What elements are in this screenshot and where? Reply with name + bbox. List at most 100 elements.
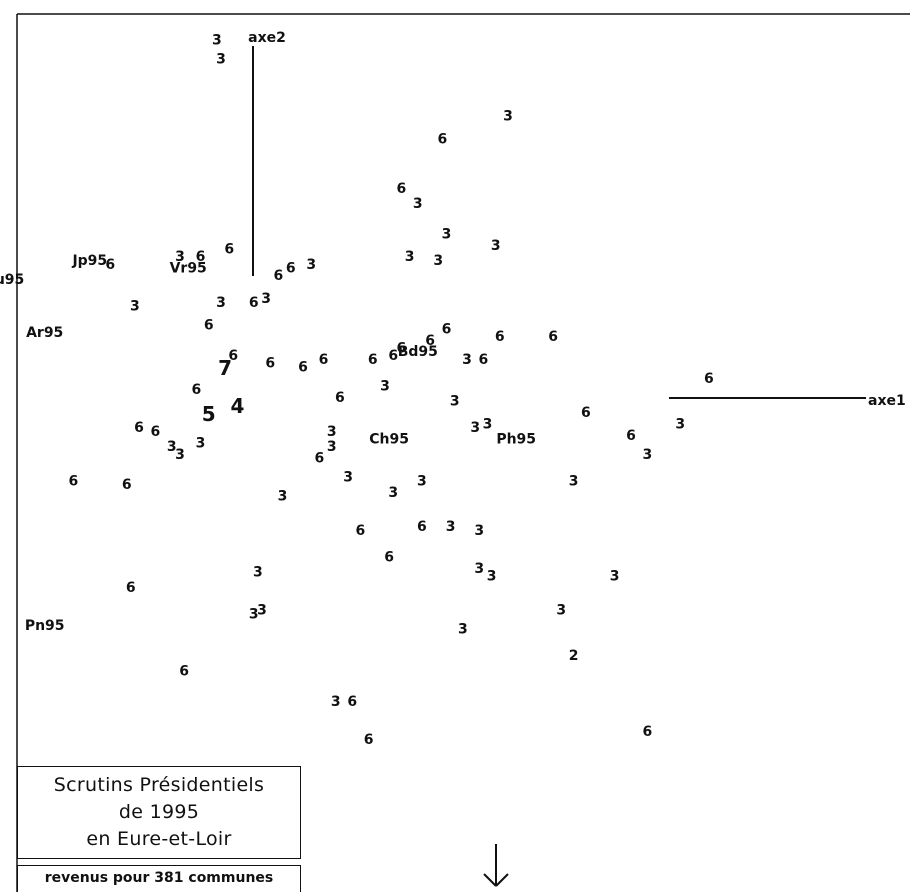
data-point: 3 [643,447,653,463]
candidate-label: Ph95 [496,432,536,448]
data-point: 3 [405,249,415,265]
data-point: 6 [643,724,653,740]
data-point: 3 [446,519,456,535]
data-point: 3 [569,473,579,489]
data-point: 6 [228,348,238,364]
data-point: 3 [556,603,566,619]
data-point: 6 [105,257,115,273]
data-point: 6 [126,580,136,596]
data-point: 3 [413,196,423,212]
data-point: 5 [202,402,216,426]
data-point: 3 [306,257,316,273]
data-point: 3 [610,568,620,584]
data-point: 6 [298,359,308,375]
data-point: 6 [265,356,275,372]
data-point: 6 [204,318,214,334]
caption-line-1: Scrutins Présidentiels [53,774,265,796]
data-point: 6 [196,249,206,265]
candidate-label: Bd95 [398,344,438,360]
data-point: 6 [286,261,296,277]
data-point: 3 [253,565,263,581]
data-point: 3 [327,439,337,455]
data-point: 6 [319,352,329,368]
data-point: 3 [216,295,226,311]
data-point: 3 [483,416,493,432]
data-point: 6 [442,321,452,337]
data-point: 6 [438,131,448,147]
data-point: 2 [569,648,579,664]
data-point: 6 [397,340,407,356]
data-point: 6 [397,181,407,197]
data-point: 3 [175,447,185,463]
candidate-label: Vr95 [170,261,207,277]
data-point: 3 [433,253,443,269]
data-point: 6 [356,523,366,539]
caption-line-3: en Eure-et-Loir [86,828,232,850]
data-point: 6 [495,329,505,345]
data-point: 3 [175,249,185,265]
data-point: 3 [343,470,353,486]
data-point: 7 [218,356,232,380]
data-point: 3 [675,416,685,432]
data-point: 3 [474,523,484,539]
data-point: 3 [380,378,390,394]
data-point: 6 [368,352,378,368]
data-point: 3 [216,52,226,68]
data-point: 6 [151,424,161,440]
axis2-label: axe2 [248,30,286,46]
caption-box: Scrutins Présidentiels de 1995 en Eure-e… [17,766,301,859]
data-point: 3 [487,568,497,584]
axis1-label: axe1 [868,393,906,409]
data-point: 6 [581,405,591,421]
data-point: 3 [278,489,288,505]
data-point: 3 [196,435,206,451]
data-point: 3 [474,561,484,577]
candidate-label: Jp95 [71,253,107,269]
data-point: 3 [503,109,513,125]
data-point: 6 [224,242,234,258]
data-point: 6 [134,420,144,436]
arrow-icon [483,844,509,887]
data-point: 3 [450,394,460,410]
data-point: 3 [491,238,501,254]
data-point: 3 [470,420,480,436]
subcaption-box: revenus pour 381 communes [17,865,301,892]
data-point: 3 [167,439,177,455]
data-point: 3 [417,473,427,489]
data-point: 6 [122,477,132,493]
data-point: 3 [462,352,472,368]
candidate-label: Ar95 [26,325,63,341]
data-point: 3 [212,33,222,49]
data-point: 6 [384,549,394,565]
data-point: 6 [626,428,636,444]
data-point: 6 [335,390,345,406]
data-point: 3 [130,299,140,315]
data-point: 6 [274,268,284,284]
data-point: 6 [479,352,489,368]
candidate-label: Pn95 [25,618,65,634]
data-point: 6 [417,519,427,535]
data-point: 6 [364,732,374,748]
data-point: 6 [347,694,357,710]
candidate-label: Hu95 [0,272,24,288]
data-point: 6 [425,333,435,349]
data-point: 3 [388,485,398,501]
data-point: 6 [315,451,325,467]
data-point: 6 [548,329,558,345]
data-point: 3 [442,226,452,242]
data-point: 3 [458,622,468,638]
data-point: 6 [704,371,714,387]
data-point: 4 [230,394,244,418]
data-point: 3 [327,424,337,440]
data-point: 3 [257,603,267,619]
caption-line-2: de 1995 [118,801,200,823]
data-marks: 3336633363336636636336666666666636766336… [0,33,714,748]
data-point: 6 [179,663,189,679]
data-point: 6 [249,295,259,311]
data-point: 6 [192,382,202,398]
data-point: 3 [261,291,271,307]
data-point: 3 [331,694,341,710]
candidate-label: Ch95 [369,432,409,448]
data-point: 3 [249,606,259,622]
